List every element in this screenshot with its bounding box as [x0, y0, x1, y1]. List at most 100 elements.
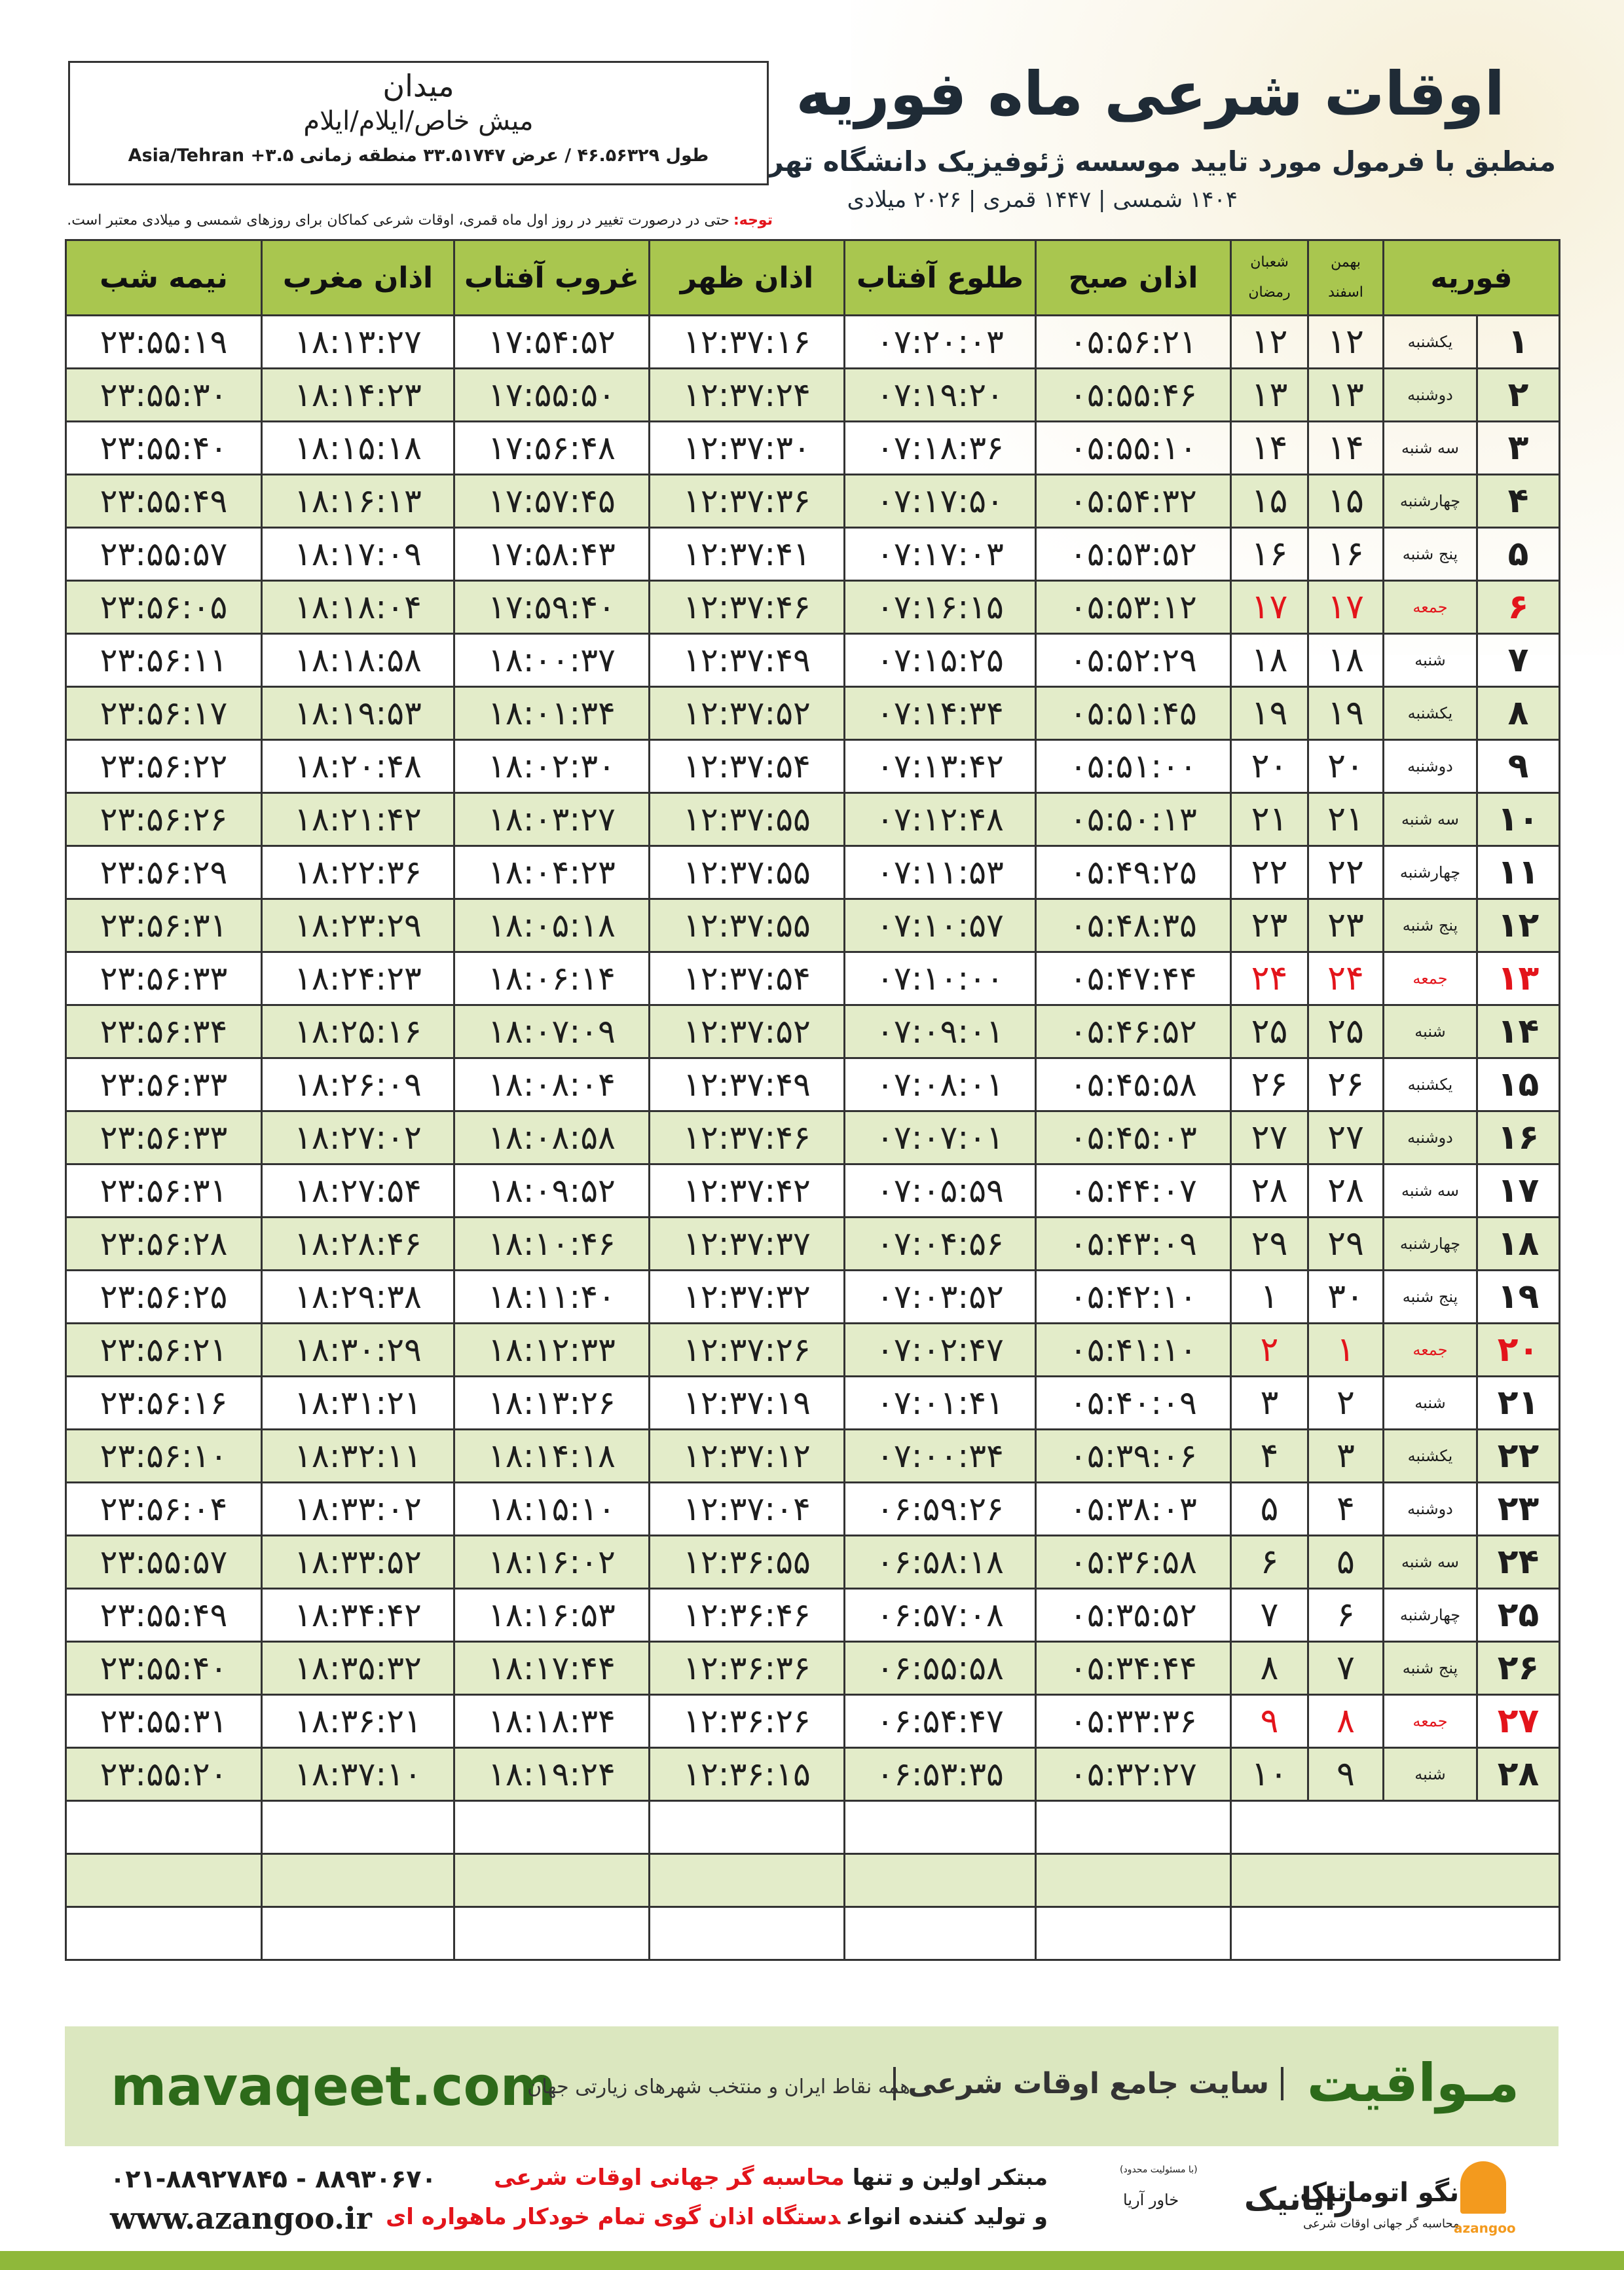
table-cell: ۰۵:۳۹:۰۶ [1035, 1428, 1232, 1483]
table-cell: شنبه [1382, 1004, 1478, 1059]
table-cell: ۱۸:۱۳:۲۷ [261, 314, 455, 369]
table-cell: ۰۷:۱۵:۲۵ [843, 633, 1037, 688]
table-cell: ۱۸:۲۰:۴۸ [261, 739, 455, 794]
table-cell: ۲۸ [1307, 1163, 1384, 1218]
note: توجه:حتی در درصورت تغییر در روز اول ماه … [67, 212, 773, 229]
table-cell: ۱۲:۳۷:۵۵ [648, 898, 845, 953]
table-cell: ۰۵:۴۶:۵۲ [1035, 1004, 1232, 1059]
table-row: ۴ چهارشنبه ۱۵ ۱۵ ۰۵:۵۴:۳۲ ۰۷:۱۷:۵۰ ۱۲:۳۷:۳۶ ۱۷:… [65, 474, 1560, 529]
table-cell: ۲۳:۵۶:۲۲ [65, 739, 263, 794]
table-cell: ۱۴ [1230, 420, 1309, 475]
empty-cell [648, 1800, 845, 1855]
column-header: طلوع آفتاب [843, 239, 1037, 316]
column-header: اذان مغرب [261, 239, 455, 316]
table-cell: ۱۸:۲۱:۴۲ [261, 792, 455, 847]
table-row: ۸ یکشنبه ۱۹ ۱۹ ۰۵:۵۱:۴۵ ۰۷:۱۴:۳۴ ۱۲:۳۷:۵۲ ۱۸:۰۱… [65, 686, 1560, 741]
table-cell: ۱۸:۱۸:۰۴ [261, 580, 455, 635]
table-cell: ۱ [1230, 1269, 1309, 1324]
promo-line: و تولید کننده انواع دستگاه اذان گوی تمام … [386, 2204, 1048, 2230]
table-cell: ۱۲ [1476, 898, 1560, 953]
table-row: ۲۰ جمعه ۱ ۲ ۰۵:۴۱:۱۰ ۰۷:۰۲:۴۷ ۱۲:۳۷:۲۶ ۱۸:۱۲:۳۳… [65, 1322, 1560, 1377]
table-cell: ۲۳ [1307, 898, 1384, 953]
table-cell: ۲۳:۵۵:۴۰ [65, 420, 263, 475]
coverage: همه نقاط ایران و منتخب شهرهای زیارتی جها… [527, 2075, 910, 2098]
table-cell: ۰۷:۰۷:۰۱ [843, 1110, 1037, 1165]
table-cell: جمعه [1382, 951, 1478, 1006]
table-cell: چهارشنبه [1382, 1216, 1478, 1271]
table-cell: ۱۸:۲۹:۳۸ [261, 1269, 455, 1324]
promo-text: مبتکر اولین و تنها [852, 2165, 1048, 2191]
table-cell: ۰۵:۳۳:۳۶ [1035, 1694, 1232, 1749]
table-cell: ۱۱ [1476, 845, 1560, 900]
table-cell: ۰۷:۰۲:۴۷ [843, 1322, 1037, 1377]
table-row: ۱۶ دوشنبه ۲۷ ۲۷ ۰۵:۴۵:۰۳ ۰۷:۰۷:۰۱ ۱۲:۳۷:۴۶ ۱۸:۰… [65, 1110, 1560, 1165]
website: mavaqeet.com [111, 2056, 557, 2118]
table-cell: ۵ [1476, 527, 1560, 582]
table-cell: ۴ [1476, 474, 1560, 529]
table-cell: ۰۵:۵۲:۲۹ [1035, 633, 1232, 688]
table-cell: ۰۶:۵۵:۵۸ [843, 1641, 1037, 1696]
table-cell: ۱۸ [1230, 633, 1309, 688]
table-cell: ۹ [1307, 1747, 1384, 1802]
logo-latin: azangoo [1454, 2220, 1516, 2236]
table-cell: ۴ [1230, 1428, 1309, 1483]
table-cell: ۰۷:۱۰:۰۰ [843, 951, 1037, 1006]
table-cell: ۱۸:۳۳:۵۲ [261, 1535, 455, 1590]
table-cell: ۰۷:۰۰:۳۴ [843, 1428, 1037, 1483]
table-cell: سه شنبه [1382, 420, 1478, 475]
table-cell: ۲۳:۵۵:۱۹ [65, 314, 263, 369]
column-header: فوریه [1382, 239, 1560, 316]
table-cell: ۲۴ [1476, 1535, 1560, 1590]
column-header: نیمه شب [65, 239, 263, 316]
table-cell: ۲۳:۵۵:۵۷ [65, 527, 263, 582]
table-cell: ۲۹ [1307, 1216, 1384, 1271]
table-cell: ۷ [1476, 633, 1560, 688]
table-cell: ۰۵:۴۵:۰۳ [1035, 1110, 1232, 1165]
location-box: میدان میش خاص/ایلام/ایلام طول ۴۶.۵۶۳۲۹ /… [68, 61, 769, 185]
table-cell: ۹ [1476, 739, 1560, 794]
table-cell: ۰۵:۴۳:۰۹ [1035, 1216, 1232, 1271]
table-cell: پنج شنبه [1382, 1269, 1478, 1324]
dates: ۱۴۰۴ شمسی | ۱۴۴۷ قمری | ۲۰۲۶ میلادی [847, 187, 1238, 213]
table-cell: ۱۲:۳۶:۲۶ [648, 1694, 845, 1749]
empty-cell [1230, 1853, 1560, 1908]
empty-cell [1230, 1906, 1560, 1961]
table-cell: ۳ [1307, 1428, 1384, 1483]
empty-cell [65, 1800, 263, 1855]
table-cell: ۷ [1307, 1641, 1384, 1696]
table-cell: ۵ [1307, 1535, 1384, 1590]
table-cell: ۱۸:۰۴:۲۳ [453, 845, 650, 900]
table-cell: ۲ [1230, 1322, 1309, 1377]
table-cell: ۱۲:۳۷:۴۱ [648, 527, 845, 582]
empty-cell [648, 1906, 845, 1961]
table-cell: ۱۲:۳۷:۵۴ [648, 951, 845, 1006]
table-cell: سه شنبه [1382, 1163, 1478, 1218]
table-cell: ۱۸:۲۸:۴۶ [261, 1216, 455, 1271]
table-cell: ۰۵:۳۸:۰۳ [1035, 1481, 1232, 1536]
table-cell: ۰۷:۱۹:۲۰ [843, 367, 1037, 422]
empty-cell [65, 1906, 263, 1961]
table-row: ۱۳ جمعه ۲۴ ۲۴ ۰۵:۴۷:۴۴ ۰۷:۱۰:۰۰ ۱۲:۳۷:۵۴ ۱۸:۰۶:… [65, 951, 1560, 1006]
logo-sub: خاور آریا [1123, 2191, 1179, 2209]
table-cell: ۹ [1230, 1694, 1309, 1749]
table-cell: ۲۵ [1230, 1004, 1309, 1059]
column-header: اذان صبح [1035, 239, 1232, 316]
empty-cell [843, 1906, 1037, 1961]
table-row: ۲۳ دوشنبه ۴ ۵ ۰۵:۳۸:۰۳ ۰۶:۵۹:۲۶ ۱۲:۳۷:۰۴ ۱۸:۱۵:… [65, 1481, 1560, 1536]
table-cell: ۱۶ [1476, 1110, 1560, 1165]
table-cell: ۱۷ [1307, 580, 1384, 635]
table-cell: سه شنبه [1382, 1535, 1478, 1590]
table-cell: ۱۸:۳۴:۴۲ [261, 1588, 455, 1643]
table-cell: ۱۸:۰۳:۲۷ [453, 792, 650, 847]
column-header: اسفند [1328, 284, 1363, 301]
table-cell: ۲۶ [1230, 1057, 1309, 1112]
empty-cell [453, 1906, 650, 1961]
table-cell: پنج شنبه [1382, 898, 1478, 953]
empty-cell [843, 1800, 1037, 1855]
table-cell: ۲۳:۵۶:۳۱ [65, 898, 263, 953]
table-cell: ۰۵:۴۰:۰۹ [1035, 1375, 1232, 1430]
table-cell: ۱۳ [1230, 367, 1309, 422]
table-cell: ۱۸:۲۲:۳۶ [261, 845, 455, 900]
table-cell: ۱۸:۰۷:۰۹ [453, 1004, 650, 1059]
